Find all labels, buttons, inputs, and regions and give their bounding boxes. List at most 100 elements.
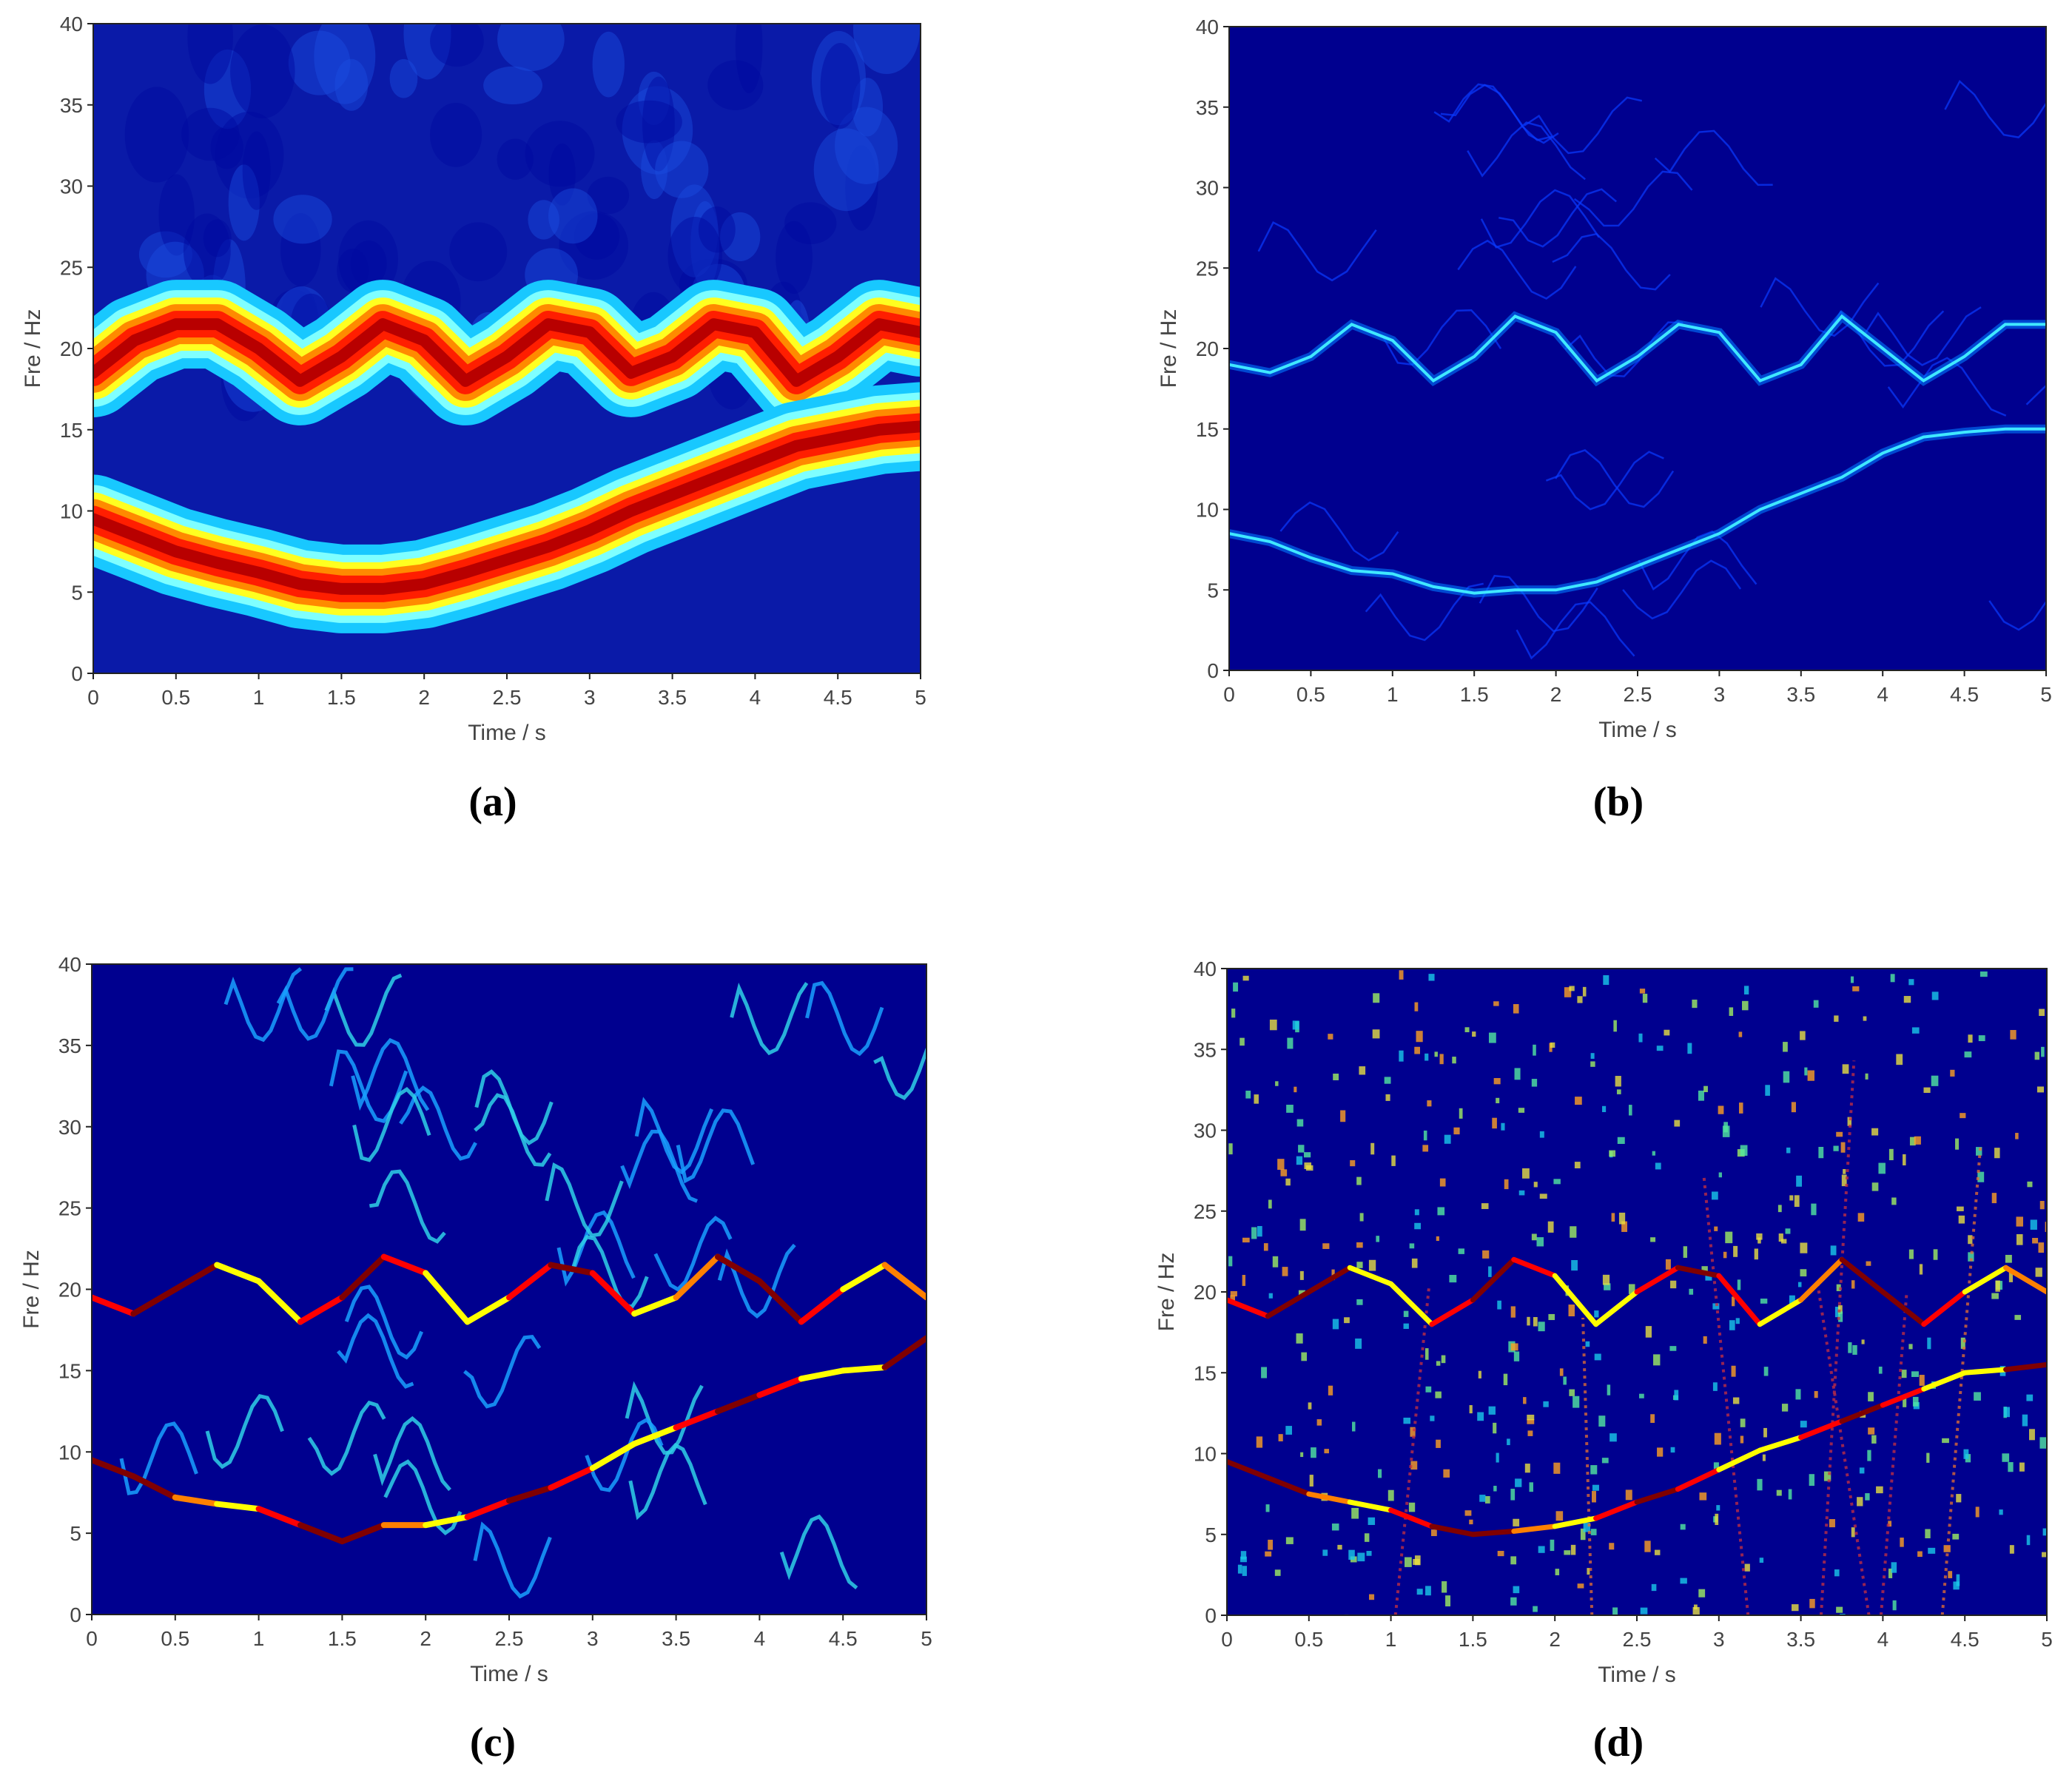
noise-dot <box>2002 1453 2010 1462</box>
noise-dot <box>1356 1176 1362 1185</box>
series-1-segment <box>798 1286 847 1325</box>
noise-dot <box>1868 1392 1874 1401</box>
noise-ridge <box>344 1285 424 1360</box>
series-1-segment <box>1921 1289 1968 1327</box>
texture-blob <box>483 66 543 105</box>
noise-dot <box>1978 1035 1985 1042</box>
noise-dot <box>1809 1474 1815 1487</box>
noise-dot <box>1669 1346 1677 1351</box>
noise-dot <box>2039 1437 2047 1449</box>
series-1-segment <box>1716 1273 1763 1327</box>
panel-d: 0 0.5 1 1.5 2 2.5 3 3.5 4 4.5 5 0 5 10 15 20 25 30 35 40 Tim… <box>1154 957 2053 1687</box>
texture-blob <box>337 248 369 293</box>
noise-dot <box>1553 1462 1561 1474</box>
noise-ridge <box>625 1381 704 1455</box>
noise-ridge <box>676 1108 756 1184</box>
noise-dot <box>1781 1404 1789 1412</box>
noise-dot <box>1590 1053 1595 1059</box>
noise-dot <box>1591 1491 1596 1503</box>
noise-dot <box>1689 1288 1694 1295</box>
noise-dot <box>2035 1267 2042 1277</box>
noise-dot <box>1414 1209 1419 1216</box>
noise-dot <box>1348 1549 1355 1561</box>
noise-dot <box>1510 1597 1517 1606</box>
panel-b: 0 0.5 1 1.5 2 2.5 3 3.5 4 4.5 5 0 5 10 15 20 25 30 35 40 Tim… <box>1157 16 2052 742</box>
y-axis-label: Fre / Hz <box>1157 309 1181 388</box>
noise-dot <box>1300 1452 1304 1458</box>
noise-dot <box>1254 1094 1259 1104</box>
noise-dot <box>1435 1391 1442 1398</box>
noise-dot <box>1356 1262 1363 1268</box>
texture-blob <box>548 143 576 206</box>
noise-dot <box>1714 1432 1721 1445</box>
y-tick-label: 30 <box>1196 177 1219 200</box>
y-tick-label: 40 <box>58 953 81 976</box>
noise-dot <box>1403 1310 1409 1317</box>
noise-dot <box>1670 1280 1677 1289</box>
x-tick-label: 4 <box>1877 683 1888 706</box>
noise-dot <box>1925 1529 1931 1538</box>
noise-dot <box>1888 1521 1892 1527</box>
faint-ridge <box>1457 239 1577 300</box>
noise-dot <box>1640 1607 1648 1615</box>
noise-dot <box>1350 1159 1356 1167</box>
faint-ridge <box>1564 321 1684 377</box>
noise-dot <box>1278 1434 1283 1441</box>
noise-dot <box>1703 1085 1708 1093</box>
noise-dot <box>1956 1574 1960 1586</box>
noise-dot <box>1587 1568 1590 1575</box>
noise-dot <box>1611 1213 1615 1222</box>
series-1-segment <box>339 1253 387 1301</box>
noise-dot <box>1650 1237 1656 1242</box>
noise-dot <box>2029 1429 2035 1441</box>
noise-dot <box>1272 1256 1279 1267</box>
series-2-segment <box>1675 1467 1722 1492</box>
noise-dot <box>1231 1009 1236 1018</box>
noise-dot <box>1423 1130 1427 1141</box>
texture-blob <box>350 240 387 287</box>
noise-dot <box>1563 1376 1567 1385</box>
noise-dot <box>1385 1094 1390 1101</box>
y-tick-label: 25 <box>1196 257 1219 280</box>
series-2-segment <box>92 1457 137 1480</box>
noise-dot <box>1240 1551 1247 1560</box>
texture-blob <box>215 111 284 199</box>
noise-dot <box>1409 1243 1415 1249</box>
noise-dot <box>1777 1205 1782 1213</box>
noise-dot <box>1425 1386 1432 1393</box>
noise-dot <box>1370 1142 1375 1155</box>
noise-dot <box>2027 1181 2033 1188</box>
noise-dot <box>1948 1571 1953 1578</box>
noise-ridge <box>779 1514 858 1589</box>
noise-dot <box>1656 1046 1664 1051</box>
noise-dot <box>1337 1544 1342 1550</box>
noise-dot <box>1639 1393 1644 1398</box>
texture-blob <box>548 188 598 244</box>
noise-dot <box>1713 1462 1719 1469</box>
noise-ridge <box>336 1313 414 1389</box>
x-tick-label: 0.5 <box>161 1627 189 1650</box>
noise-dot <box>1478 1370 1481 1378</box>
noise-dot <box>1975 1506 1980 1518</box>
noise-dot <box>1759 1558 1764 1563</box>
noise-dot <box>1811 1203 1817 1216</box>
noise-dot <box>2015 1133 2019 1139</box>
noise-dot <box>1510 1489 1516 1501</box>
noise-dot <box>1796 1175 1803 1187</box>
series-2-segment <box>214 1501 262 1512</box>
noise-dot <box>1503 1373 1508 1386</box>
texture-blob <box>183 213 231 289</box>
noise-dot <box>1577 1583 1584 1589</box>
noise-dot <box>1603 974 1610 986</box>
x-tick-label: 1.5 <box>1460 683 1489 706</box>
noise-dot <box>1344 1317 1350 1324</box>
noise-dot <box>1594 1353 1601 1361</box>
noise-dot <box>1372 1029 1380 1039</box>
noise-dot <box>1995 1280 2000 1292</box>
noise-ridge <box>474 1093 552 1167</box>
texture-blob <box>690 201 720 289</box>
x-tick-label: 2 <box>1550 683 1562 706</box>
x-tick-label: 4.5 <box>1951 1628 1980 1651</box>
noise-dot <box>1963 1449 1969 1459</box>
noise-dot <box>1352 1421 1356 1432</box>
